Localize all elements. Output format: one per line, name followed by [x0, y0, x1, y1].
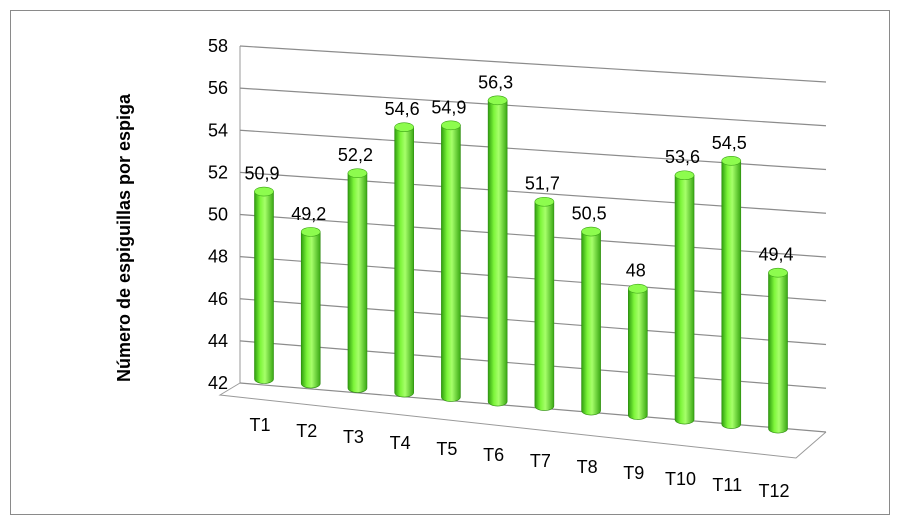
x-tick-label: T1: [249, 415, 270, 435]
x-tick-label: T11: [712, 475, 742, 495]
y-tick-label: 46: [208, 289, 228, 309]
x-tick-label: T2: [296, 421, 317, 441]
data-label: 50,5: [572, 204, 607, 224]
y-axis-ticks: 42 44 46 48 50 52 54 56 58: [208, 36, 228, 393]
bar-body: [534, 201, 555, 411]
bar-top: [487, 95, 508, 106]
y-tick-label: 50: [208, 205, 228, 225]
y-tick-label: 52: [208, 162, 228, 182]
x-tick-label: T3: [343, 427, 364, 447]
y-tick-label: 54: [208, 120, 228, 140]
y-tick-label: 42: [208, 373, 228, 393]
x-tick-label: T9: [623, 463, 644, 483]
x-axis-ticks: T1 T2 T3 T4 T5 T6 T7 T8 T9 T10 T11 T12: [249, 415, 789, 501]
bar: [768, 267, 788, 434]
data-label: 54,6: [385, 99, 420, 119]
bar: [721, 155, 742, 429]
bar: [534, 196, 555, 411]
bar-top: [300, 227, 321, 237]
x-tick-label: T4: [390, 433, 411, 453]
bar-top: [581, 226, 601, 237]
gridline: [239, 45, 827, 83]
x-tick-label: T10: [665, 469, 696, 489]
bar-top: [768, 267, 788, 278]
bar-top: [441, 120, 461, 131]
x-tick-label: T7: [530, 451, 551, 471]
y-tick-label: 48: [208, 247, 228, 267]
data-labels: 50,9 49,2 52,2 54,6 54,9 56,3 51,7 50,5 48 53,6 54…: [244, 72, 793, 280]
bar-top: [254, 186, 274, 197]
bar: [628, 283, 648, 420]
bar-body: [347, 172, 368, 393]
bar-top: [674, 170, 695, 181]
bar-body: [628, 288, 648, 420]
bar-body: [674, 174, 695, 425]
bar-body: [487, 100, 508, 407]
data-label: 49,4: [758, 245, 793, 265]
bar-body: [721, 160, 742, 429]
bar: [347, 168, 368, 393]
bar: [300, 227, 321, 389]
bar-top: [534, 196, 555, 207]
data-label: 49,2: [291, 204, 326, 224]
bar: [394, 122, 414, 398]
data-label: 48: [626, 261, 646, 281]
bar: [487, 95, 508, 407]
data-label: 52,2: [338, 145, 373, 165]
data-label: 50,9: [244, 164, 279, 184]
bars: [254, 95, 788, 434]
y-tick-label: 58: [208, 36, 228, 56]
bar: [581, 226, 601, 416]
data-label: 51,7: [525, 174, 560, 194]
bar-top: [721, 155, 742, 166]
bar: [674, 170, 695, 425]
bar-top: [347, 168, 368, 178]
bar-body: [441, 125, 461, 402]
data-label: 54,5: [712, 133, 747, 153]
x-tick-label: T5: [436, 439, 457, 459]
bar-top: [394, 122, 414, 132]
y-axis-label: Número de espiguillas por espiga: [114, 93, 134, 382]
bar-top: [628, 283, 648, 294]
data-label: 56,3: [478, 72, 513, 92]
bar-body: [254, 191, 274, 384]
x-tick-label: T8: [577, 457, 598, 477]
bar-body: [300, 231, 321, 389]
bar-body: [394, 126, 414, 398]
y-tick-label: 56: [208, 78, 228, 98]
bar: [441, 120, 461, 402]
data-label: 53,6: [665, 147, 700, 167]
bar-body: [581, 231, 601, 416]
x-tick-label: T6: [483, 445, 504, 465]
y-tick-label: 44: [208, 331, 228, 351]
bar-body: [768, 272, 788, 434]
floor-edge: [218, 382, 827, 459]
data-label: 54,9: [431, 97, 466, 117]
x-tick-label: T12: [758, 481, 789, 501]
bar: [254, 186, 274, 384]
gridline: [239, 87, 827, 127]
